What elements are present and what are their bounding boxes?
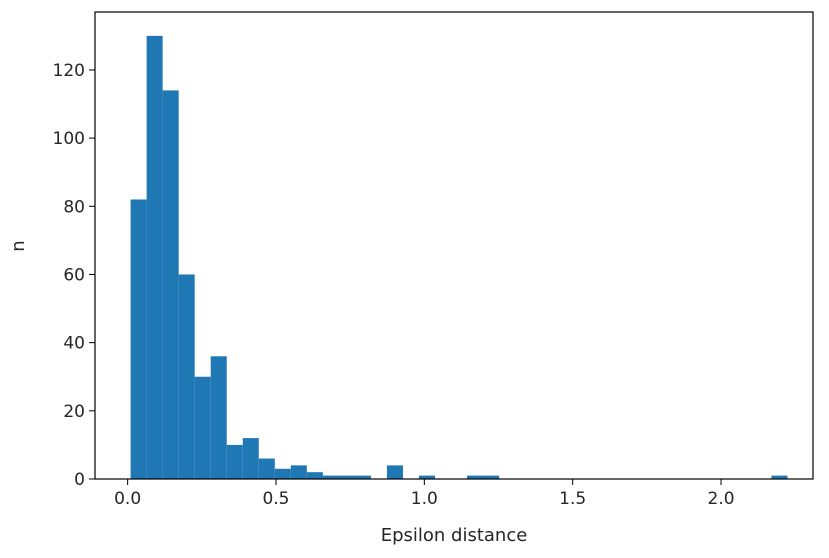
histogram-bar: [130, 199, 147, 479]
x-tick-label: 1.5: [559, 489, 586, 509]
histogram-bars: [130, 35, 788, 479]
histogram-bar: [354, 475, 371, 479]
histogram-bar: [242, 438, 259, 479]
histogram-bar: [322, 475, 339, 479]
y-tick-label: 40: [63, 334, 85, 354]
y-tick-label: 100: [53, 129, 85, 149]
histogram-bar: [290, 465, 307, 479]
x-axis-ticks: 0.0 0.5 1.0 1.5 2.0: [114, 479, 735, 509]
histogram-bar: [467, 475, 484, 479]
histogram-bar: [483, 475, 500, 479]
y-axis-label: n: [8, 240, 29, 251]
y-tick-label: 0: [74, 470, 85, 490]
x-tick-label: 0.5: [262, 489, 289, 509]
histogram-bar: [162, 90, 179, 479]
histogram-bar: [194, 376, 211, 479]
y-axis-ticks: 0 20 40 60 80 100 120: [53, 61, 95, 490]
histogram-bar: [178, 274, 195, 479]
histogram-bar: [386, 465, 403, 479]
x-tick-label: 0.0: [114, 489, 141, 509]
y-tick-label: 120: [53, 61, 85, 81]
histogram-bar: [771, 475, 788, 479]
y-tick-label: 60: [63, 265, 85, 285]
histogram-bar: [338, 475, 355, 479]
histogram-bar: [146, 35, 163, 479]
histogram-bar: [226, 444, 243, 479]
histogram-bar: [274, 468, 291, 479]
x-tick-label: 1.0: [411, 489, 438, 509]
x-tick-label: 2.0: [708, 489, 735, 509]
y-tick-label: 80: [63, 197, 85, 217]
histogram-bar: [258, 458, 275, 479]
plot-frame: [94, 11, 814, 480]
histogram-bar: [418, 475, 436, 479]
histogram-bar: [210, 356, 227, 479]
histogram-bar: [306, 472, 323, 479]
y-tick-label: 20: [63, 402, 85, 422]
x-axis-label: Epsilon distance: [381, 525, 528, 546]
